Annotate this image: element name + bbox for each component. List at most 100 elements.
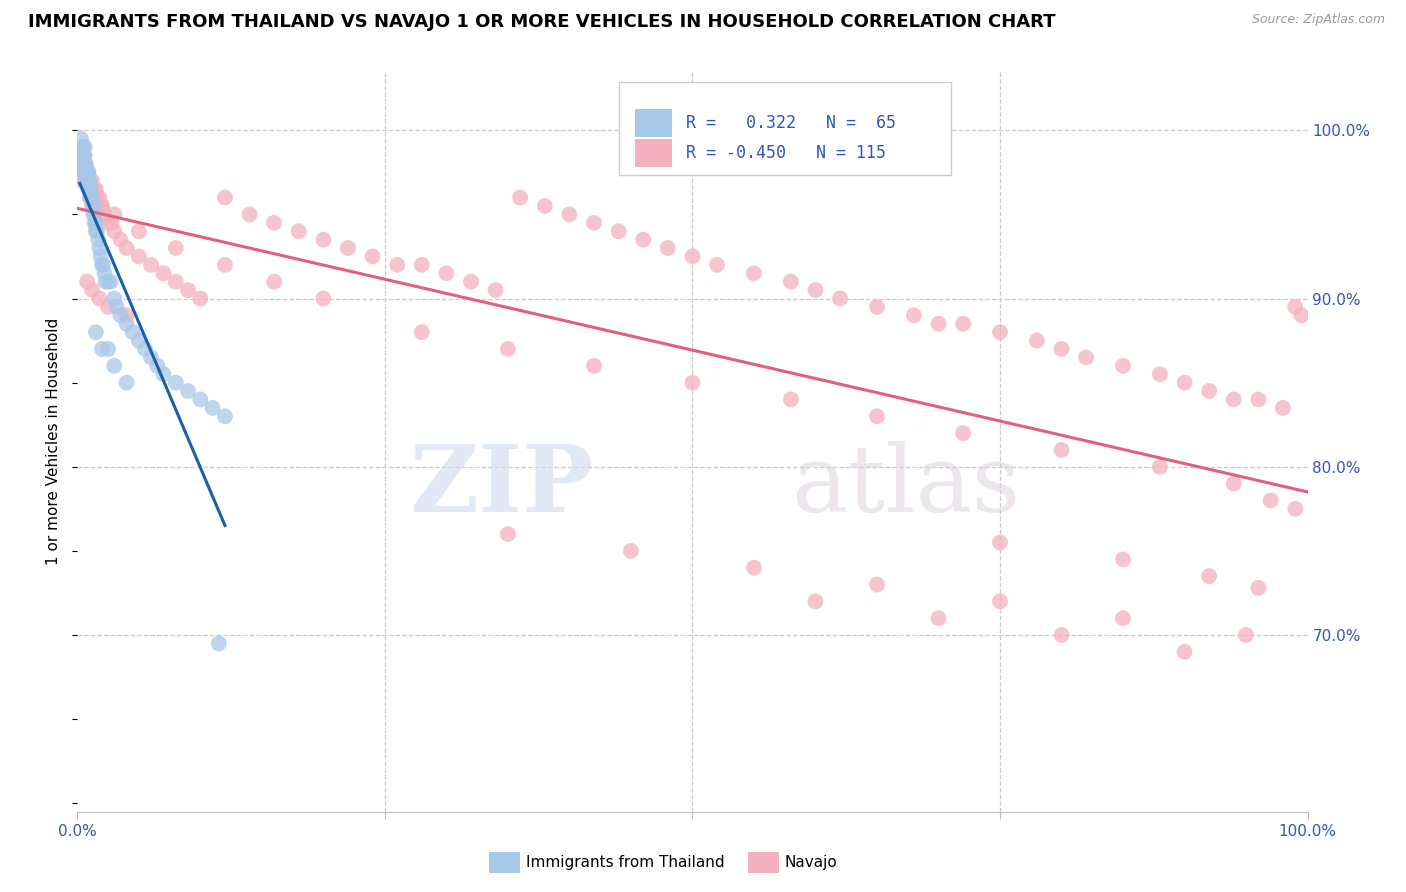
Point: [165, 241, 187, 255]
Point: [682, 249, 704, 264]
Text: ZIP: ZIP: [409, 441, 595, 531]
Point: [633, 233, 655, 247]
Point: [73, 165, 96, 179]
Point: [103, 207, 125, 221]
Point: [607, 224, 630, 238]
Point: [101, 216, 124, 230]
Point: [804, 283, 827, 297]
Point: [496, 342, 519, 356]
Point: [90, 342, 114, 356]
Point: [165, 376, 187, 390]
Point: [165, 275, 187, 289]
Point: [1247, 392, 1270, 407]
Point: [100, 275, 122, 289]
Point: [103, 292, 125, 306]
Point: [90, 199, 114, 213]
Point: [70, 174, 93, 188]
Point: [742, 266, 765, 280]
Point: [1260, 493, 1282, 508]
Point: [558, 207, 581, 221]
Point: [83, 207, 105, 221]
Point: [928, 611, 950, 625]
Point: [1112, 611, 1135, 625]
Point: [214, 190, 236, 204]
Point: [75, 174, 97, 188]
Point: [115, 376, 138, 390]
Point: [128, 334, 150, 348]
Point: [152, 266, 174, 280]
Point: [91, 258, 114, 272]
Point: [72, 140, 94, 154]
Point: [84, 224, 107, 238]
Point: [70, 131, 93, 145]
Point: [190, 292, 212, 306]
Point: [583, 216, 606, 230]
Point: [1198, 384, 1220, 398]
Point: [73, 148, 96, 162]
Point: [70, 148, 93, 162]
Point: [460, 275, 482, 289]
Point: [69, 148, 91, 162]
Point: [87, 199, 110, 213]
Point: [97, 300, 120, 314]
Point: [82, 199, 104, 213]
Point: [105, 300, 128, 314]
Point: [77, 165, 100, 179]
Point: [866, 300, 889, 314]
Point: [80, 182, 103, 196]
Point: [312, 233, 335, 247]
Point: [190, 392, 212, 407]
Point: [80, 190, 103, 204]
Point: [620, 544, 643, 558]
Point: [70, 140, 93, 154]
Point: [110, 233, 132, 247]
Point: [115, 241, 138, 255]
Point: [583, 359, 606, 373]
Point: [103, 224, 125, 238]
Point: [1247, 581, 1270, 595]
Bar: [634, 138, 672, 167]
Point: [866, 409, 889, 424]
Point: [72, 148, 94, 162]
Point: [94, 275, 117, 289]
Point: [1050, 342, 1073, 356]
Point: [72, 165, 94, 179]
Point: [239, 207, 262, 221]
Point: [146, 359, 169, 373]
Point: [1284, 501, 1306, 516]
Point: [79, 182, 101, 196]
Point: [706, 258, 728, 272]
Point: [79, 190, 101, 204]
Point: [70, 157, 93, 171]
FancyBboxPatch shape: [619, 82, 950, 175]
Point: [76, 275, 98, 289]
Point: [1223, 392, 1246, 407]
Point: [82, 190, 104, 204]
Point: [1112, 552, 1135, 566]
Point: [90, 249, 112, 264]
Point: [988, 594, 1011, 608]
Point: [89, 190, 111, 204]
Point: [534, 199, 557, 213]
Point: [73, 140, 96, 154]
Point: [411, 325, 433, 339]
Point: [72, 148, 94, 162]
Point: [76, 165, 98, 179]
Point: [928, 317, 950, 331]
Point: [79, 182, 101, 196]
Point: [387, 258, 409, 272]
Point: [1149, 368, 1171, 382]
Point: [110, 309, 132, 323]
Point: [89, 241, 111, 255]
Point: [75, 165, 97, 179]
Point: [263, 275, 285, 289]
Text: IMMIGRANTS FROM THAILAND VS NAVAJO 1 OR MORE VEHICLES IN HOUSEHOLD CORRELATION C: IMMIGRANTS FROM THAILAND VS NAVAJO 1 OR …: [28, 13, 1056, 31]
Text: atlas: atlas: [792, 441, 1021, 531]
Point: [485, 283, 508, 297]
Text: Immigrants from Thailand: Immigrants from Thailand: [526, 855, 725, 871]
Point: [952, 426, 974, 441]
Point: [70, 165, 93, 179]
Point: [988, 535, 1011, 549]
Point: [82, 283, 104, 297]
Point: [742, 560, 765, 574]
